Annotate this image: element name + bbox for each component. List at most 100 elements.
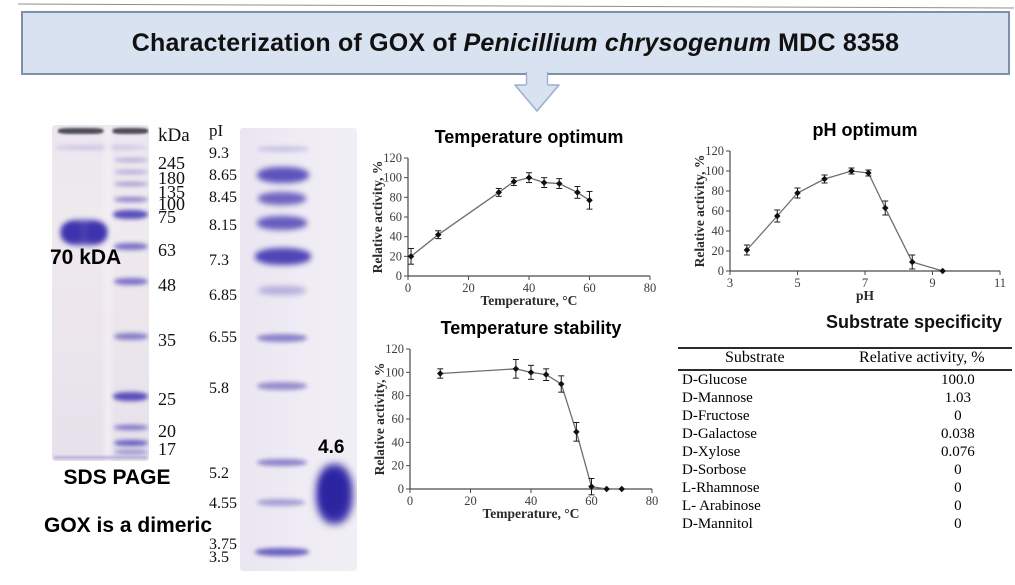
x-tick-label: 40 — [523, 281, 536, 295]
y-tick-label: 100 — [383, 171, 402, 185]
substrate-cell: D-Sorbose — [682, 462, 747, 478]
y-tick-label: 120 — [385, 342, 404, 356]
pi-marker-label: 3.75 — [209, 536, 237, 553]
sds-page-gel-image — [52, 125, 149, 461]
y-tick-label: 20 — [712, 244, 725, 258]
ief-gel-image — [240, 128, 357, 571]
y-tick-label: 0 — [718, 264, 724, 278]
x-tick-label: 0 — [407, 494, 413, 508]
data-point — [603, 485, 610, 493]
y-tick-label: 80 — [712, 184, 725, 198]
kda-marker-label: 245 — [158, 153, 185, 173]
gel-band — [55, 145, 146, 150]
data-point — [557, 380, 565, 388]
substrate-table-row: D-Sorbose 0 — [678, 461, 1012, 479]
ladder-band — [114, 450, 148, 454]
ladder-band-63 — [114, 243, 148, 250]
y-tick-label: 40 — [390, 230, 403, 244]
data-point — [555, 180, 563, 187]
data-point — [495, 189, 503, 196]
ladder-band-75 — [113, 210, 148, 219]
substrate-specificity-title: Substrate specificity — [825, 312, 1002, 332]
temperature-stability-chart: Temperature stability 0 20 40 60 80 0 20 40 60 80… — [374, 317, 666, 521]
data-point — [821, 175, 828, 183]
relative-activity-cell: 0 — [954, 498, 962, 514]
ief-band — [257, 216, 307, 230]
x-tick-label: 80 — [646, 494, 659, 508]
x-tick-label: 20 — [464, 494, 477, 508]
substrate-cell: D-Glucose — [682, 372, 747, 388]
substrate-table-header-row: Substrate Relative activity, % — [678, 348, 1012, 371]
y-tick-label: 120 — [383, 151, 402, 165]
pi-marker-label: 9.3 — [209, 145, 229, 162]
title-prefix: Characterization of GOX of — [131, 28, 464, 57]
gox-dimeric-note: GOX is a dimeric — [44, 514, 213, 537]
relative-activity-cell: 100.0 — [940, 372, 975, 388]
ief-band — [255, 548, 309, 556]
pi-marker-label: 8.65 — [209, 167, 237, 184]
x-tick-label: 20 — [462, 281, 475, 295]
y-tick-label: 120 — [705, 144, 724, 158]
chart-title-temperature-optimum: Temperature optimum — [434, 127, 624, 147]
data-point — [908, 258, 916, 266]
y-tick-label: 40 — [712, 224, 725, 238]
pi-marker-label: 5.2 — [209, 465, 229, 482]
gel-well — [112, 128, 148, 134]
pi-spot-label: 4.6 — [318, 437, 345, 458]
data-point — [939, 267, 946, 275]
x-tick-label: 60 — [583, 281, 596, 295]
gel-front-line — [54, 456, 147, 459]
ief-band — [258, 192, 306, 205]
relative-activity-cell: 0 — [954, 462, 962, 478]
data-point — [743, 246, 751, 254]
substrate-table-row: D-Glucose 100.0 — [678, 370, 1012, 389]
y-axis-title: Relative activity, % — [374, 363, 387, 476]
data-point — [574, 189, 581, 196]
y-tick-label: 60 — [392, 412, 405, 426]
data-line — [746, 170, 943, 272]
substrate-cell: D-Galactose — [682, 426, 757, 442]
substrate-table: Substrate Relative activity, % D-Glucose… — [678, 347, 1012, 533]
kda-marker-label: 75 — [158, 207, 176, 227]
down-arrow-icon — [514, 72, 560, 112]
ief-band — [257, 459, 307, 466]
x-axis-title: Temperature, °C — [483, 506, 580, 521]
y-tick-label: 20 — [392, 459, 405, 473]
title-banner: Characterization of GOX of Penicillium c… — [21, 11, 1010, 75]
y-tick-label: 20 — [390, 249, 403, 263]
substrate-cell: D-Mannitol — [682, 516, 753, 532]
data-line — [410, 176, 590, 257]
page-title: Characterization of GOX of Penicillium c… — [132, 29, 900, 58]
pi-marker-label: 7.3 — [209, 252, 229, 269]
substrate-table-row: D-Mannitol 0 — [678, 515, 1012, 533]
x-tick-label: 40 — [525, 494, 538, 508]
y-tick-label: 100 — [705, 164, 724, 178]
x-tick-label: 60 — [585, 494, 598, 508]
sds-page-caption: SDS PAGE — [63, 466, 171, 489]
data-point — [848, 167, 855, 175]
substrate-specificity-block: Substrate specificity Substrate Relative… — [678, 312, 1012, 533]
kda-marker-label: 20 — [158, 421, 176, 441]
kda-marker-label: 63 — [158, 240, 176, 260]
substrate-cell: D-Mannose — [682, 390, 753, 406]
ladder-band-135 — [114, 182, 148, 186]
substrate-cell: D-Fructose — [682, 408, 750, 424]
x-tick-label: 9 — [929, 276, 935, 290]
y-axis-title: Relative activity, % — [372, 161, 385, 274]
substrate-table-row: D-Galactose 0.038 — [678, 425, 1012, 443]
data-point — [586, 197, 593, 204]
x-tick-label: 11 — [994, 276, 1006, 290]
ief-band — [257, 146, 309, 152]
slide-top-rule — [17, 3, 1015, 9]
substrate-cell: L- Arabinose — [682, 498, 761, 514]
y-tick-label: 0 — [398, 482, 404, 496]
data-point — [434, 231, 442, 238]
pi-marker-label: 5.8 — [209, 380, 229, 397]
x-tick-label: 5 — [794, 276, 800, 290]
data-point — [618, 485, 626, 493]
ladder-band-48 — [114, 278, 148, 285]
data-point — [525, 174, 533, 181]
pi-marker-label: 8.15 — [209, 217, 237, 234]
ief-band — [258, 286, 306, 295]
ief-band — [257, 334, 307, 342]
